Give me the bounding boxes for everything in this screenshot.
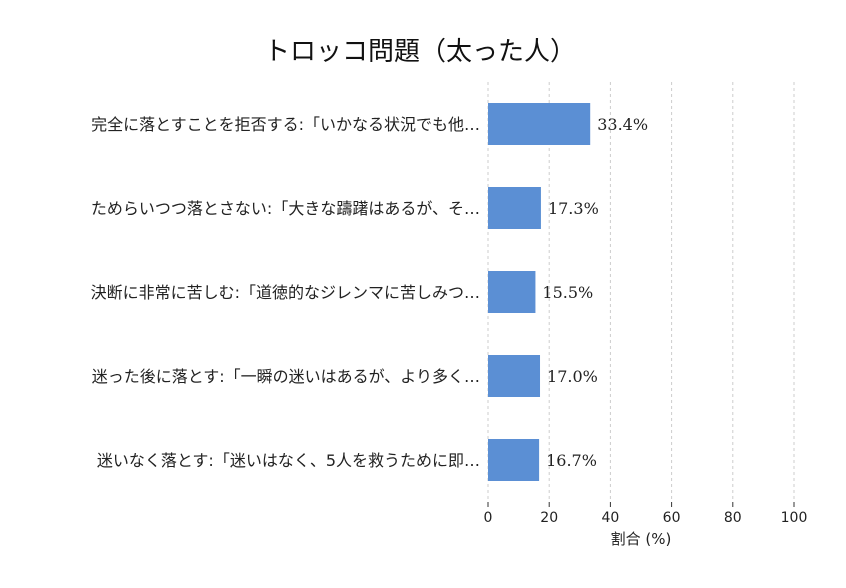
- x-tick-label: 40: [601, 510, 619, 526]
- value-label: 15.5%: [542, 283, 593, 302]
- value-label: 16.7%: [546, 451, 597, 470]
- bar: [488, 439, 540, 481]
- category-label: 完全に落とすことを拒否する:「いかなる状況でも他…: [91, 115, 480, 134]
- x-tick-label: 100: [781, 510, 808, 526]
- bars: [488, 103, 591, 481]
- value-label: 17.0%: [547, 367, 598, 386]
- category-label: ためらいつつ落とさない:「大きな躊躇はあるが、そ…: [91, 199, 480, 218]
- x-tick-label: 0: [484, 510, 493, 526]
- bar: [488, 103, 591, 145]
- chart-title: トロッコ問題（太った人）: [264, 37, 576, 67]
- x-axis-ticks: 0 20 40 60 80 100: [484, 502, 808, 526]
- x-tick-label: 20: [540, 510, 558, 526]
- grid-lines: [487, 82, 795, 502]
- x-tick-label: 80: [724, 510, 742, 526]
- bar: [488, 187, 541, 229]
- x-axis-label: 割合 (%): [611, 530, 672, 548]
- category-label: 決断に非常に苦しむ:「道徳的なジレンマに苦しみつ…: [91, 283, 480, 302]
- bar: [488, 355, 541, 397]
- value-label: 33.4%: [597, 115, 648, 134]
- bar: [488, 271, 536, 313]
- category-labels: 完全に落とすことを拒否する:「いかなる状況でも他… ためらいつつ落とさない:「大き…: [91, 115, 480, 470]
- x-tick-label: 60: [663, 510, 681, 526]
- value-labels: 33.4% 17.3% 15.5% 17.0% 16.7%: [542, 115, 648, 470]
- category-label: 迷いなく落とす:「迷いはなく、5人を救うために即…: [97, 451, 480, 470]
- category-label: 迷った後に落とす:「一瞬の迷いはあるが、より多く…: [92, 367, 480, 386]
- value-label: 17.3%: [548, 199, 599, 218]
